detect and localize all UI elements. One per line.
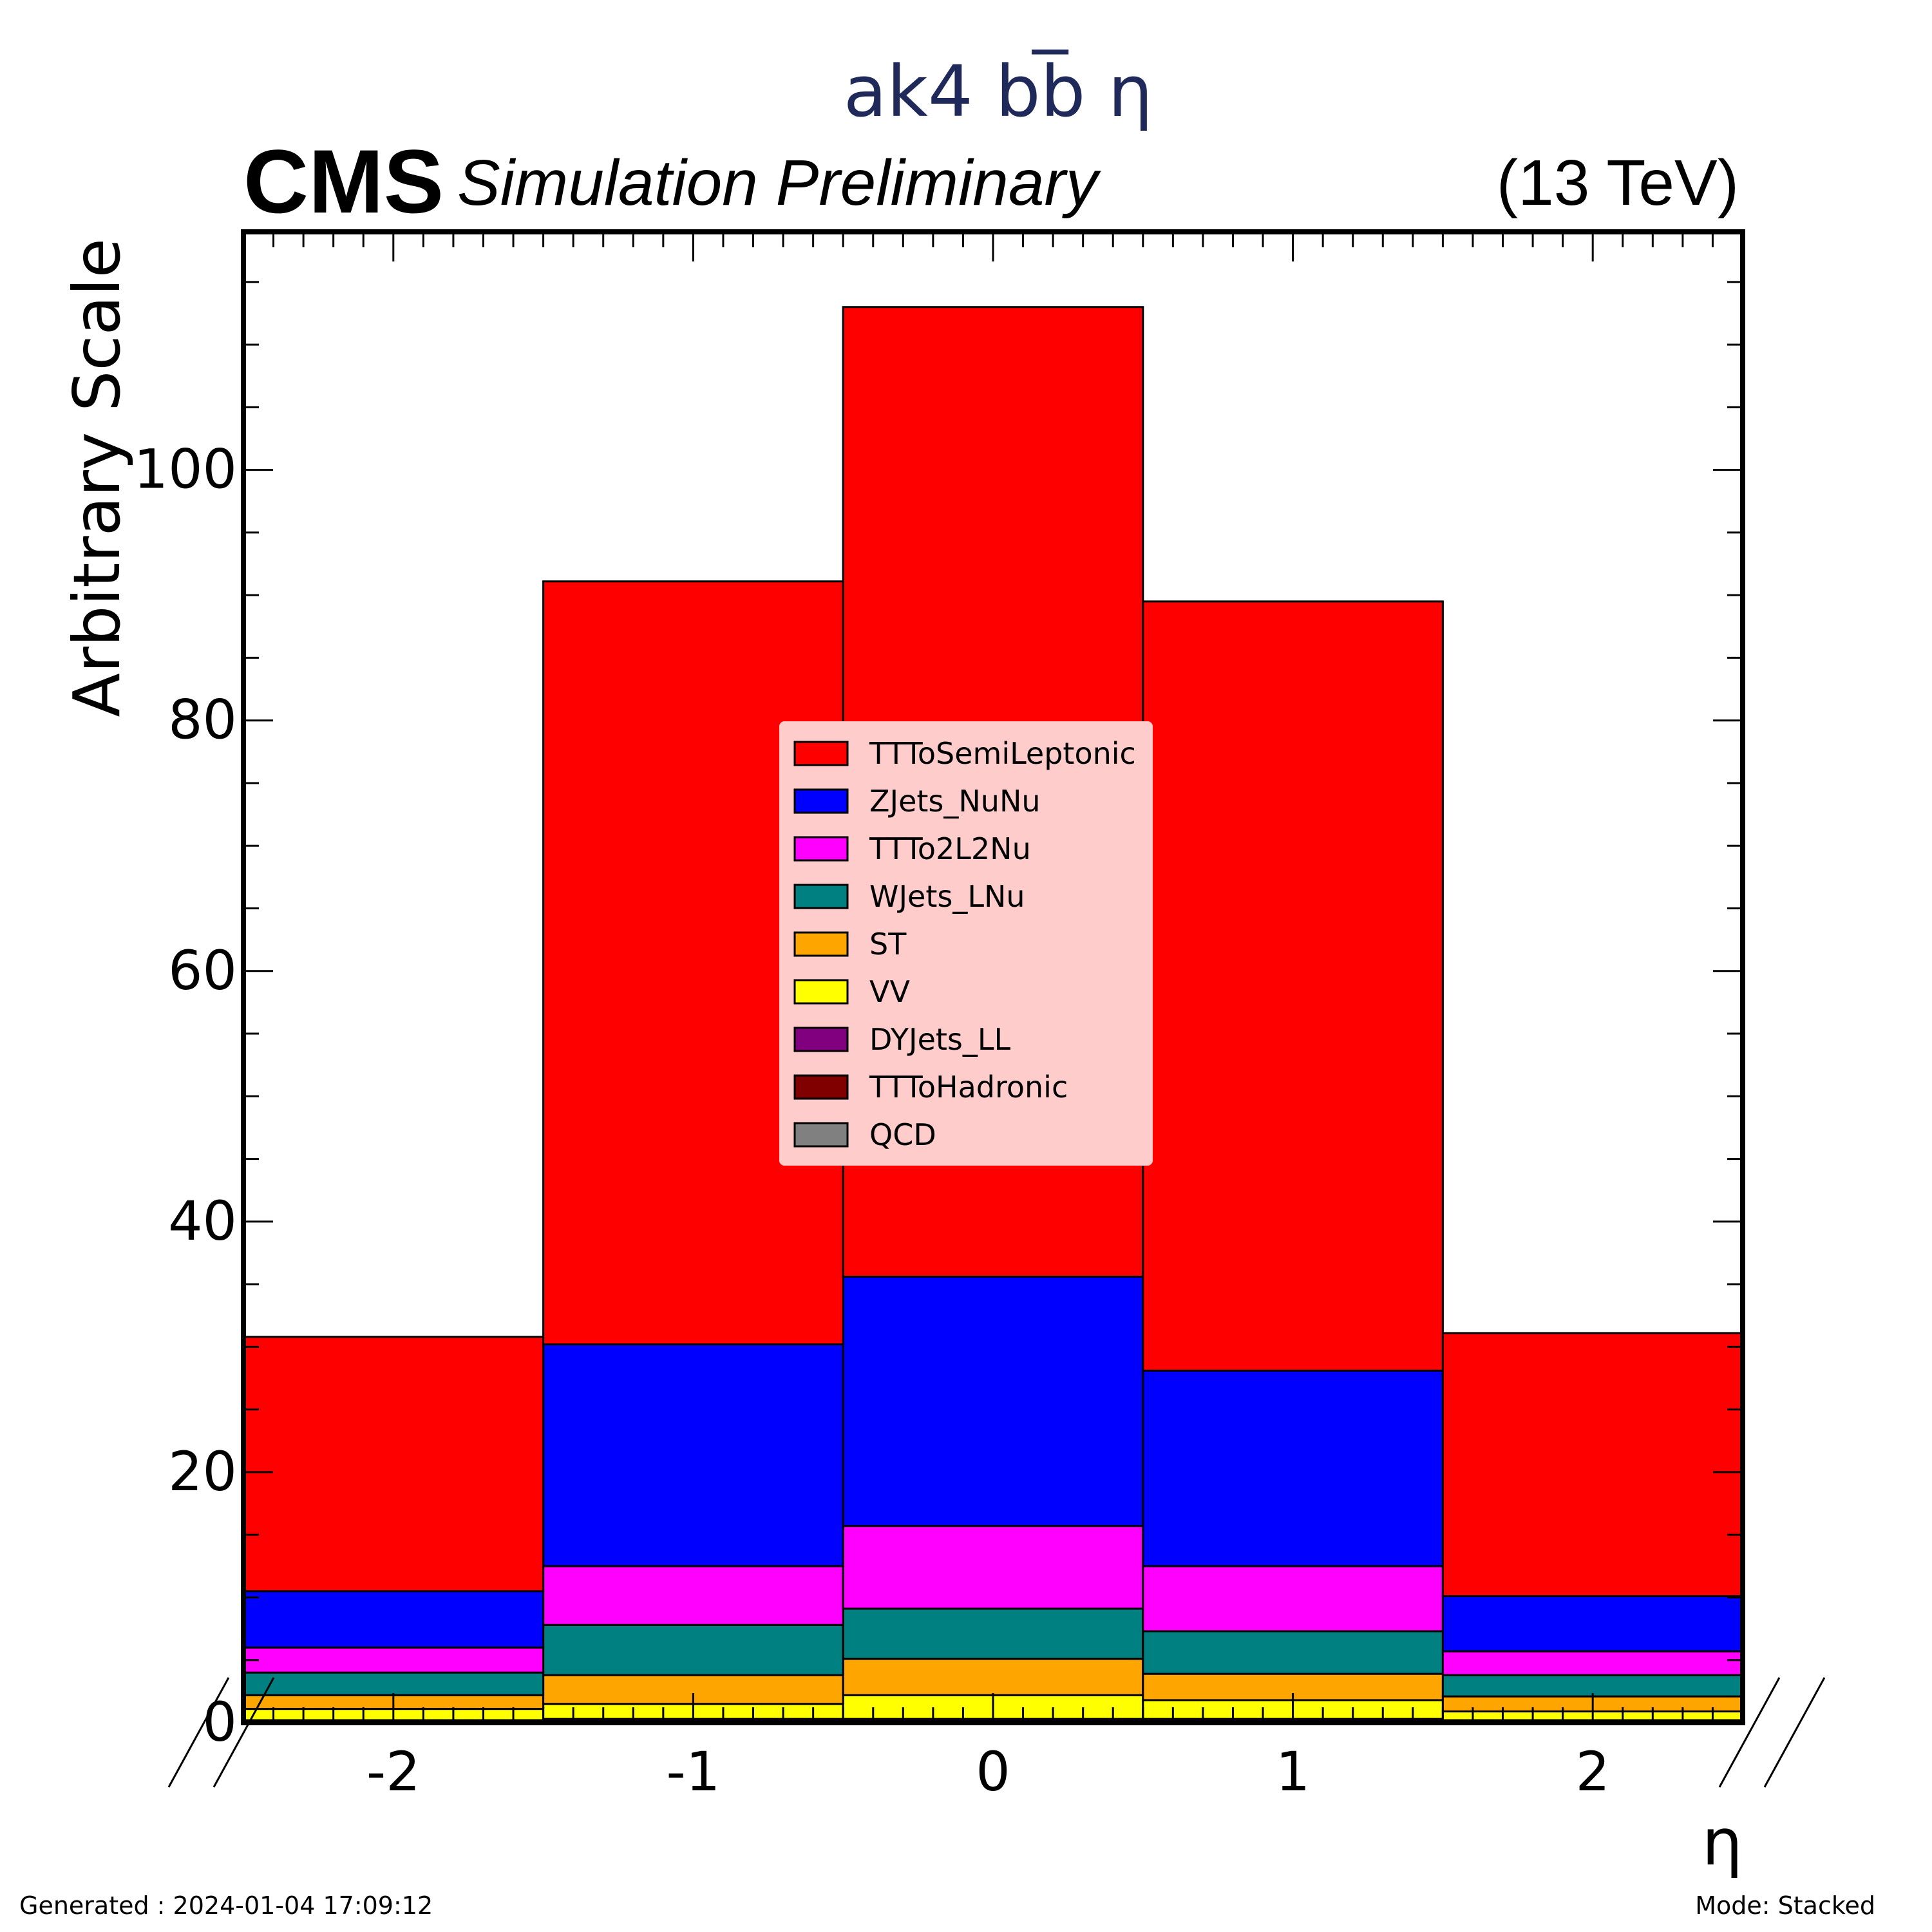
legend-swatch: [793, 1122, 849, 1148]
bar-tttosemileptonic-bin-4: [1142, 600, 1444, 1372]
bar-wjets-lnu-bin-4: [1142, 1630, 1444, 1675]
legend-label: WJets_LNu: [869, 879, 1025, 914]
bar-ttto2l2nu-bin-3: [842, 1525, 1144, 1610]
legend-swatch: [793, 979, 849, 1005]
energy-label: (13 TeV): [1497, 147, 1739, 219]
chart-title: ak4 bb̅ η: [844, 49, 1153, 133]
y-axis-label: Arbitrary Scale: [59, 238, 135, 717]
mode-label: Mode: Stacked: [1695, 1891, 1875, 1920]
axis-break-line: [213, 1677, 275, 1788]
tick-labels: 0 20 40 60 80 100 -2 -1 0 1 2: [134, 438, 1610, 1803]
legend-swatch: [793, 788, 849, 814]
x-tick-label: -2: [366, 1740, 421, 1803]
axis-break-line: [1718, 1677, 1781, 1788]
bar-zjets-nunu-bin-3: [842, 1275, 1144, 1528]
bar-wjets-lnu-bin-2: [542, 1624, 844, 1676]
x-tick-label: 1: [1276, 1740, 1310, 1803]
legend-swatch: [793, 1074, 849, 1100]
y-tick-label: 0: [203, 1690, 237, 1754]
legend-label: TTToHadronic: [869, 1070, 1068, 1104]
bar-ttto2l2nu-bin-1: [242, 1646, 545, 1674]
x-tick-label: 2: [1575, 1740, 1609, 1803]
legend-swatch: [793, 836, 849, 862]
x-tick-label: -1: [667, 1740, 721, 1803]
generated-timestamp: Generated : 2024-01-04 17:09:12: [19, 1891, 433, 1920]
plot-frame: [241, 229, 1745, 1725]
simulation-label: Simulation Preliminary: [457, 147, 1102, 219]
bar-zjets-nunu-bin-5: [1441, 1595, 1744, 1653]
y-tick-label: 100: [134, 438, 237, 501]
y-tick-label: 20: [168, 1440, 237, 1503]
legend-box: [779, 721, 1153, 1166]
legend-swatch: [793, 931, 849, 957]
y-tick-label: 60: [168, 939, 237, 1002]
bar-st-bin-3: [842, 1658, 1144, 1696]
bar-tttosemileptonic-bin-5: [1441, 1332, 1744, 1598]
bar-wjets-lnu-bin-1: [242, 1671, 545, 1696]
legend-swatch: [793, 884, 849, 909]
axis-break-line: [167, 1677, 230, 1788]
legend-swatch: [793, 1027, 849, 1052]
bar-zjets-nunu-bin-2: [542, 1343, 844, 1567]
stacked-bars: [242, 306, 1744, 1724]
y-tick-label: 80: [168, 688, 237, 752]
bar-ttto2l2nu-bin-4: [1142, 1565, 1444, 1633]
bar-ttto2l2nu-bin-5: [1441, 1650, 1744, 1676]
legend-label: TTToSemiLeptonic: [869, 736, 1136, 771]
legend-label: DYJets_LL: [869, 1022, 1011, 1057]
x-tick-label: 0: [976, 1740, 1010, 1803]
bar-tttosemileptonic-bin-1: [242, 1336, 545, 1593]
axis-break-marks: [167, 1677, 1826, 1788]
axis-break-line: [1763, 1677, 1826, 1788]
bar-wjets-lnu-bin-3: [842, 1607, 1144, 1660]
legend-label: VV: [869, 974, 910, 1009]
legend: TTToSemiLeptonic ZJets_NuNu TTTo2L2Nu WJets…: [779, 721, 1153, 1166]
legend-label: ST: [869, 927, 907, 961]
legend-label: QCD: [869, 1117, 936, 1152]
legend-swatch: [793, 741, 849, 766]
y-tick-label: 40: [168, 1189, 237, 1253]
cms-label: CMS: [243, 131, 444, 232]
bar-zjets-nunu-bin-1: [242, 1590, 545, 1649]
legend-label: TTTo2L2Nu: [869, 831, 1031, 866]
bar-zjets-nunu-bin-4: [1142, 1369, 1444, 1567]
x-axis-label: η: [1702, 1804, 1743, 1880]
legend-label: ZJets_NuNu: [869, 784, 1041, 819]
bar-ttto2l2nu-bin-2: [542, 1565, 844, 1626]
